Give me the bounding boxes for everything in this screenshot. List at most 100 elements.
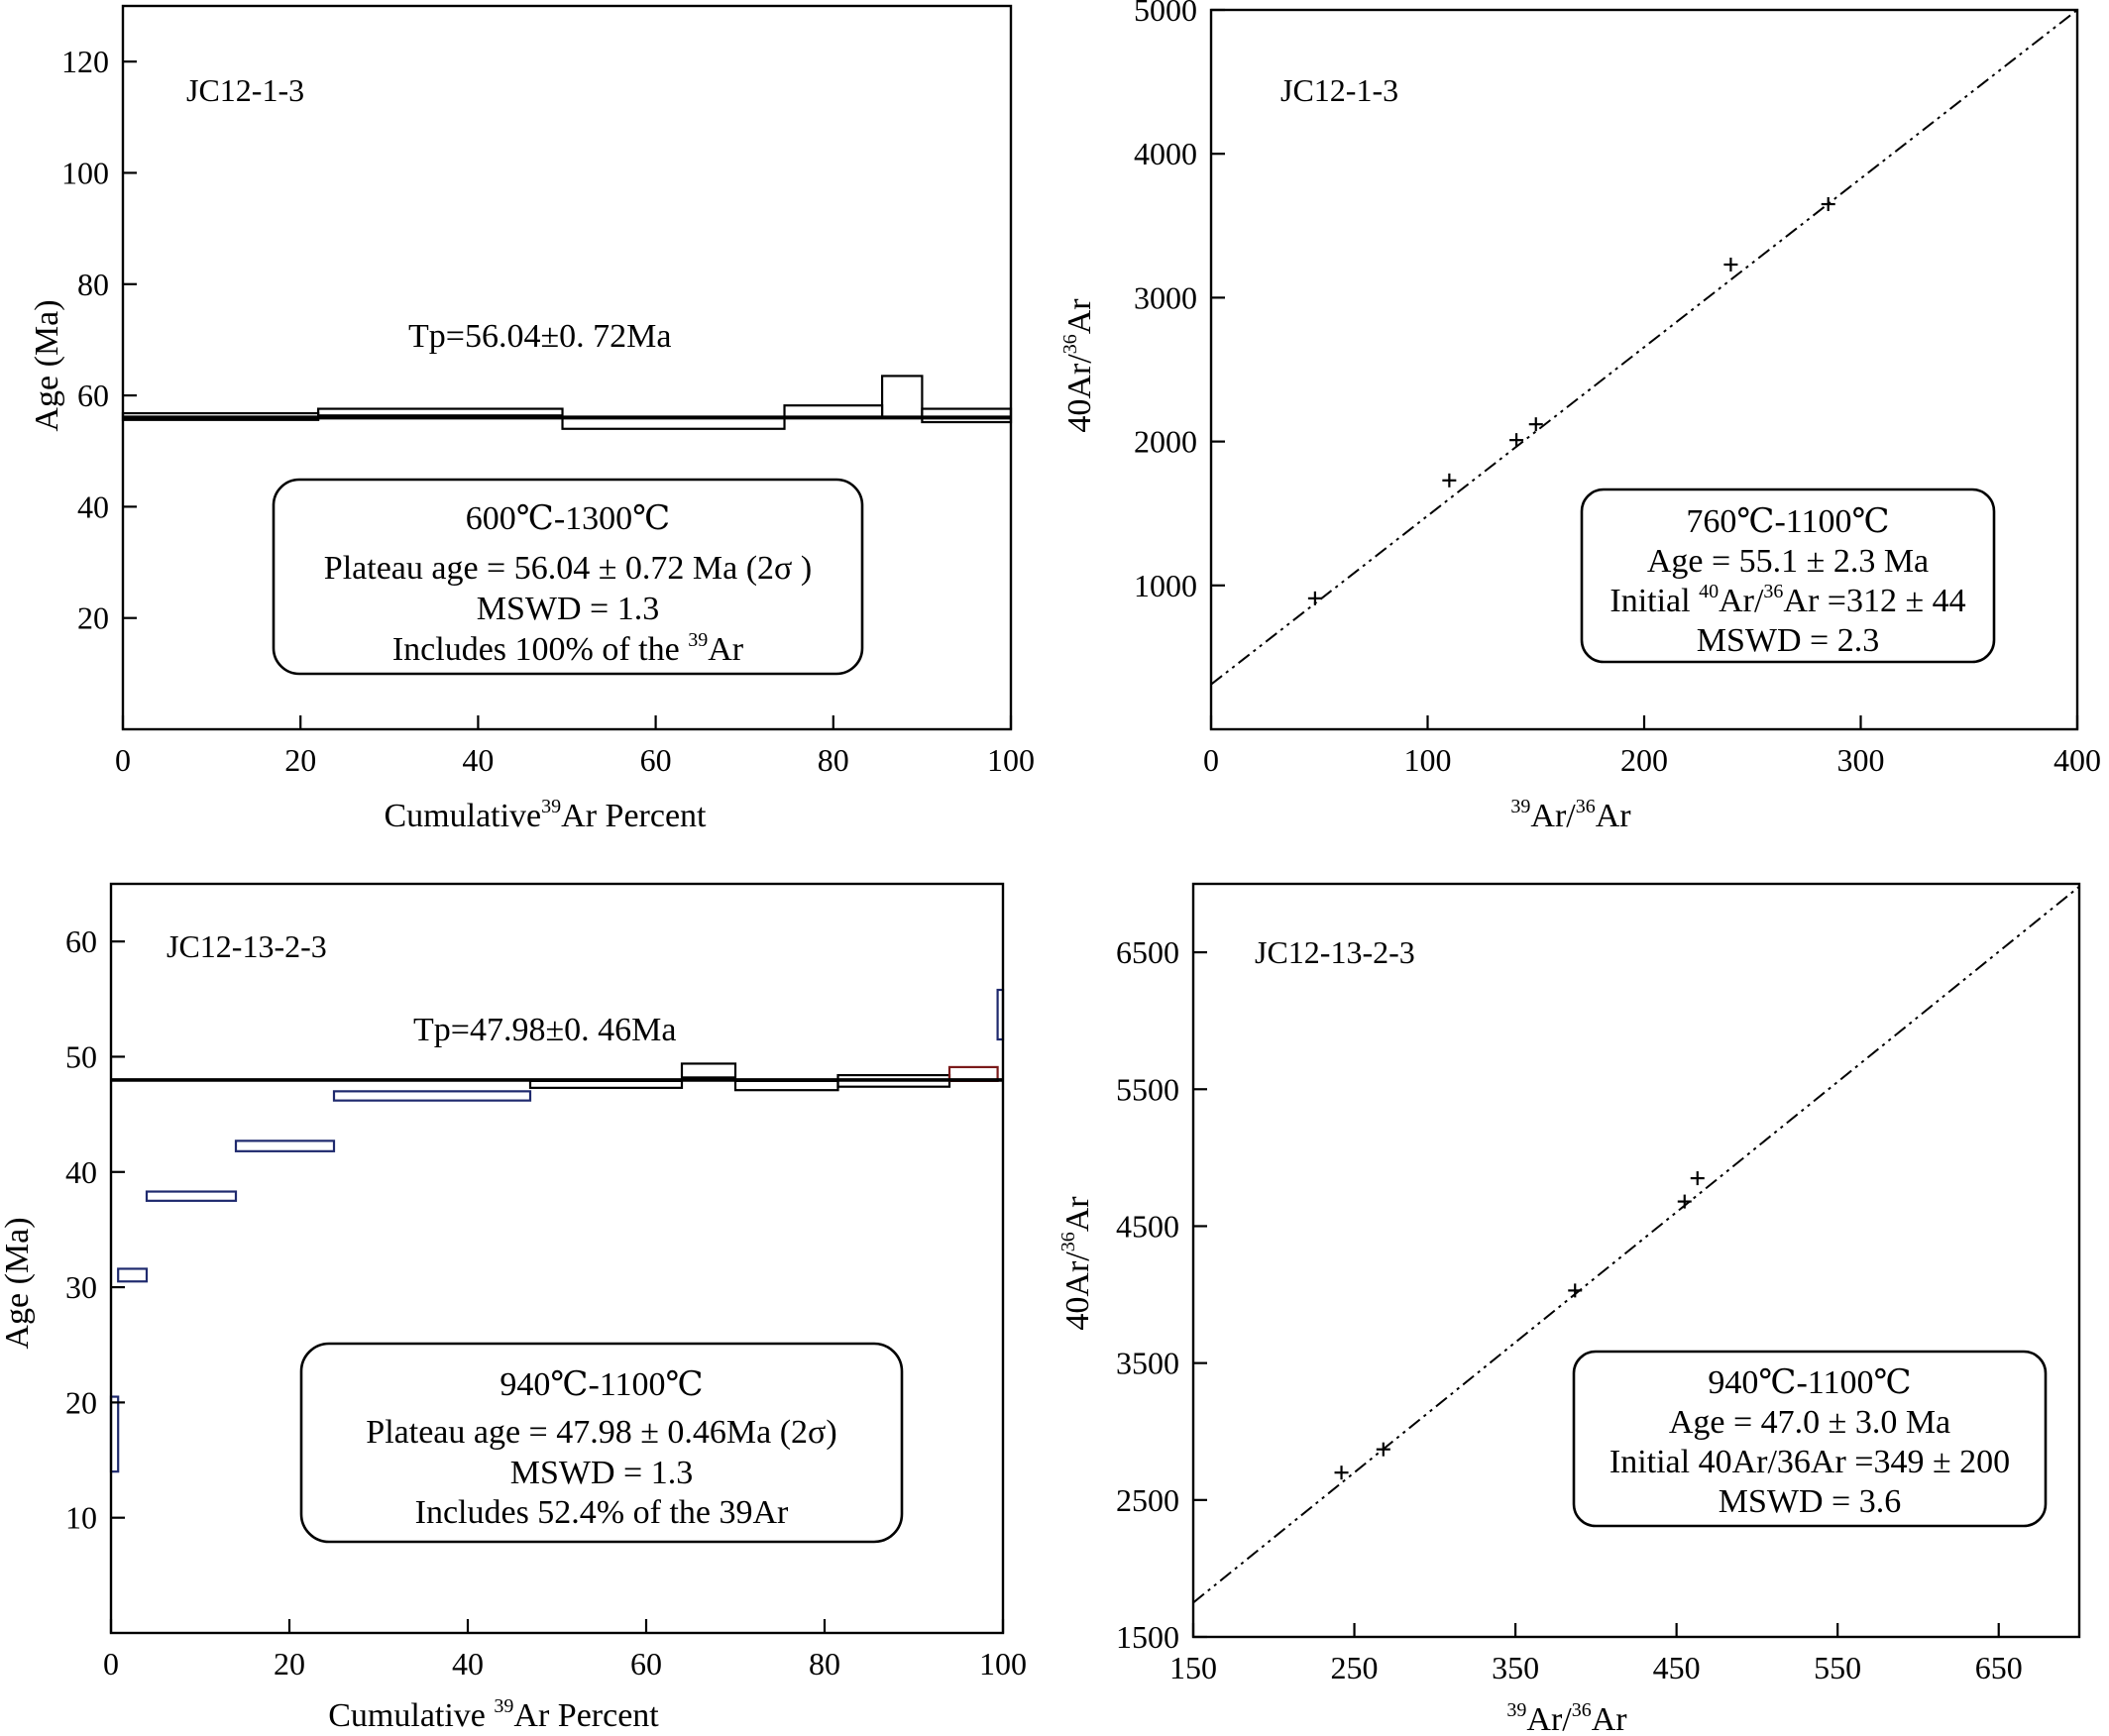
plot-frame [121,4,1013,731]
summary-plateau-age: Plateau age = 56.04 ± 0.72 Ma (2σ ) [324,550,812,587]
sample-label: JC12-1-3 [186,72,304,108]
x-tick-label: 60 [630,1646,662,1682]
summary-mswd: MSWD = 1.3 [477,591,659,627]
summary-isochron-age: Age = 55.1 ± 2.3 Ma [1647,543,1929,580]
x-tick-label: 300 [1837,742,1885,778]
summary-includes: Includes 52.4% of the 39Ar [415,1494,789,1531]
summary-initial-ratio: Initial 40Ar/36Ar =312 ± 44 [1610,581,1965,619]
x-tick-label: 60 [640,742,672,778]
age-step-box [921,407,1013,424]
summary-box-frame [1572,1350,2048,1528]
age-step-box [117,1267,149,1283]
x-axis-ticks: 0 100 200 300 400 [1203,715,2101,778]
x-axis-label: 39Ar/36Ar [1510,796,1631,834]
x-axis-ticks: 150 250 350 450 550 650 [1169,1623,2023,1685]
isochron-point [1568,1283,1583,1298]
isochron-point [1528,417,1543,432]
isochron-point [1723,258,1738,272]
isochron-point [1821,197,1835,212]
y-axis-ticks: 1000 2000 3000 4000 5000 [1134,0,1225,603]
summary-box: 940℃-1100℃ Plateau age = 47.98 ± 0.46Ma … [299,1342,904,1544]
summary-initial-ratio: Initial 40Ar/36Ar =349 ± 200 [1610,1444,2010,1480]
isochron-point [1307,591,1322,605]
summary-box-frame [1580,488,1996,664]
x-tick-label: 0 [103,1646,119,1682]
y-tick-label: 40 [77,488,109,524]
summary-includes: Includes 100% of the 39Ar [392,629,744,668]
isochron-points [1307,197,1835,605]
summary-mswd: MSWD = 1.3 [510,1455,693,1491]
y-tick-label: 80 [77,267,109,302]
x-tick-label: 100 [1404,742,1452,778]
x-axis-label: Cumulative39Ar Percent [385,796,708,834]
isochron-point [1376,1442,1390,1457]
x-tick-label: 450 [1653,1650,1701,1685]
y-axis-ticks: 1500 2500 3500 4500 5500 6500 [1116,934,1207,1655]
y-axis-label: 40Ar/36Ar [1059,298,1098,433]
y-axis-label: 40Ar/36Ar [1057,1196,1096,1331]
sample-label: JC12-1-3 [1280,72,1398,108]
y-tick-label: 20 [77,600,109,636]
y-tick-label: 50 [65,1038,97,1074]
y-tick-label: 100 [61,155,109,190]
summary-box-frame [272,478,864,676]
plateau-age-label: Tp=47.98±0. 46Ma [413,1012,676,1048]
panel-isochron-jc12-13-2-3: 1500 2500 3500 4500 5500 6500 150 250 350 450 550… [1057,882,2081,1736]
y-tick-label: 120 [61,44,109,79]
y-tick-label: 1000 [1134,568,1197,603]
x-tick-label: 40 [462,742,494,778]
age-step-box [528,1079,684,1089]
plot-frame [1191,882,2081,1639]
summary-temperature-range: 760℃-1100℃ [1686,503,1889,540]
age-step-box [145,1190,238,1202]
summary-temperature-range: 940℃-1100℃ [500,1366,703,1403]
isochron-fit-line [1192,885,2080,1604]
x-tick-label: 100 [979,1646,1027,1682]
isochron-point [1509,433,1524,448]
summary-temperature-range: 600℃-1300℃ [466,500,670,537]
x-tick-label: 80 [809,1646,840,1682]
y-axis-ticks: 20 40 60 80 100 120 [61,44,137,636]
isochron-point [1442,473,1457,488]
y-axis-label: Age (Ma) [0,1217,36,1349]
x-tick-label: 250 [1331,1650,1379,1685]
y-tick-label: 4500 [1116,1208,1179,1244]
x-tick-label: 400 [2054,742,2101,778]
age-step-box [332,1090,532,1102]
age-step-box [680,1062,737,1079]
y-tick-label: 30 [65,1269,97,1305]
sample-label: JC12-13-2-3 [1255,934,1415,970]
isochron-point [1690,1171,1705,1186]
x-tick-label: 0 [1203,742,1219,778]
x-tick-label: 0 [115,742,131,778]
y-tick-label: 20 [65,1384,97,1420]
x-tick-label: 350 [1492,1650,1539,1685]
isochron-points [1334,1171,1705,1480]
x-tick-label: 550 [1814,1650,1861,1685]
summary-isochron-age: Age = 47.0 ± 3.0 Ma [1669,1404,1950,1441]
y-tick-label: 40 [65,1154,97,1190]
y-tick-label: 6500 [1116,934,1179,970]
y-axis-ticks: 10 20 30 40 50 60 [65,923,125,1536]
y-tick-label: 2000 [1134,424,1197,460]
x-tick-label: 150 [1169,1650,1217,1685]
plot-frame [109,882,1005,1635]
panel-isochron-jc12-1-3: 1000 2000 3000 4000 5000 0 100 200 300 400 JC12-… [1059,0,2101,834]
y-tick-label: 4000 [1134,136,1197,171]
y-tick-label: 5000 [1134,0,1197,28]
x-tick-label: 20 [284,742,316,778]
age-spectrum-steps [109,988,1005,1473]
age-step-box [733,1079,839,1092]
y-tick-label: 10 [65,1500,97,1536]
isochron-point [1334,1465,1349,1480]
summary-mswd: MSWD = 3.6 [1719,1483,1901,1520]
x-axis-ticks: 0 20 40 60 80 100 [115,715,1035,778]
plateau-age-label: Tp=56.04±0. 72Ma [408,318,671,355]
summary-box: 600℃-1300℃ Plateau age = 56.04 ± 0.72 Ma… [272,478,864,676]
summary-box: 760℃-1100℃ Age = 55.1 ± 2.3 Ma Initial 4… [1580,488,1996,664]
panel-age-spectrum-jc12-1-3: 20 40 60 80 100 120 0 20 40 60 80 100 JC12-1-3 Tp=… [29,4,1035,834]
summary-plateau-age: Plateau age = 47.98 ± 0.46Ma (2σ) [366,1414,836,1451]
y-tick-label: 2500 [1116,1482,1179,1518]
age-step-box [317,407,564,417]
